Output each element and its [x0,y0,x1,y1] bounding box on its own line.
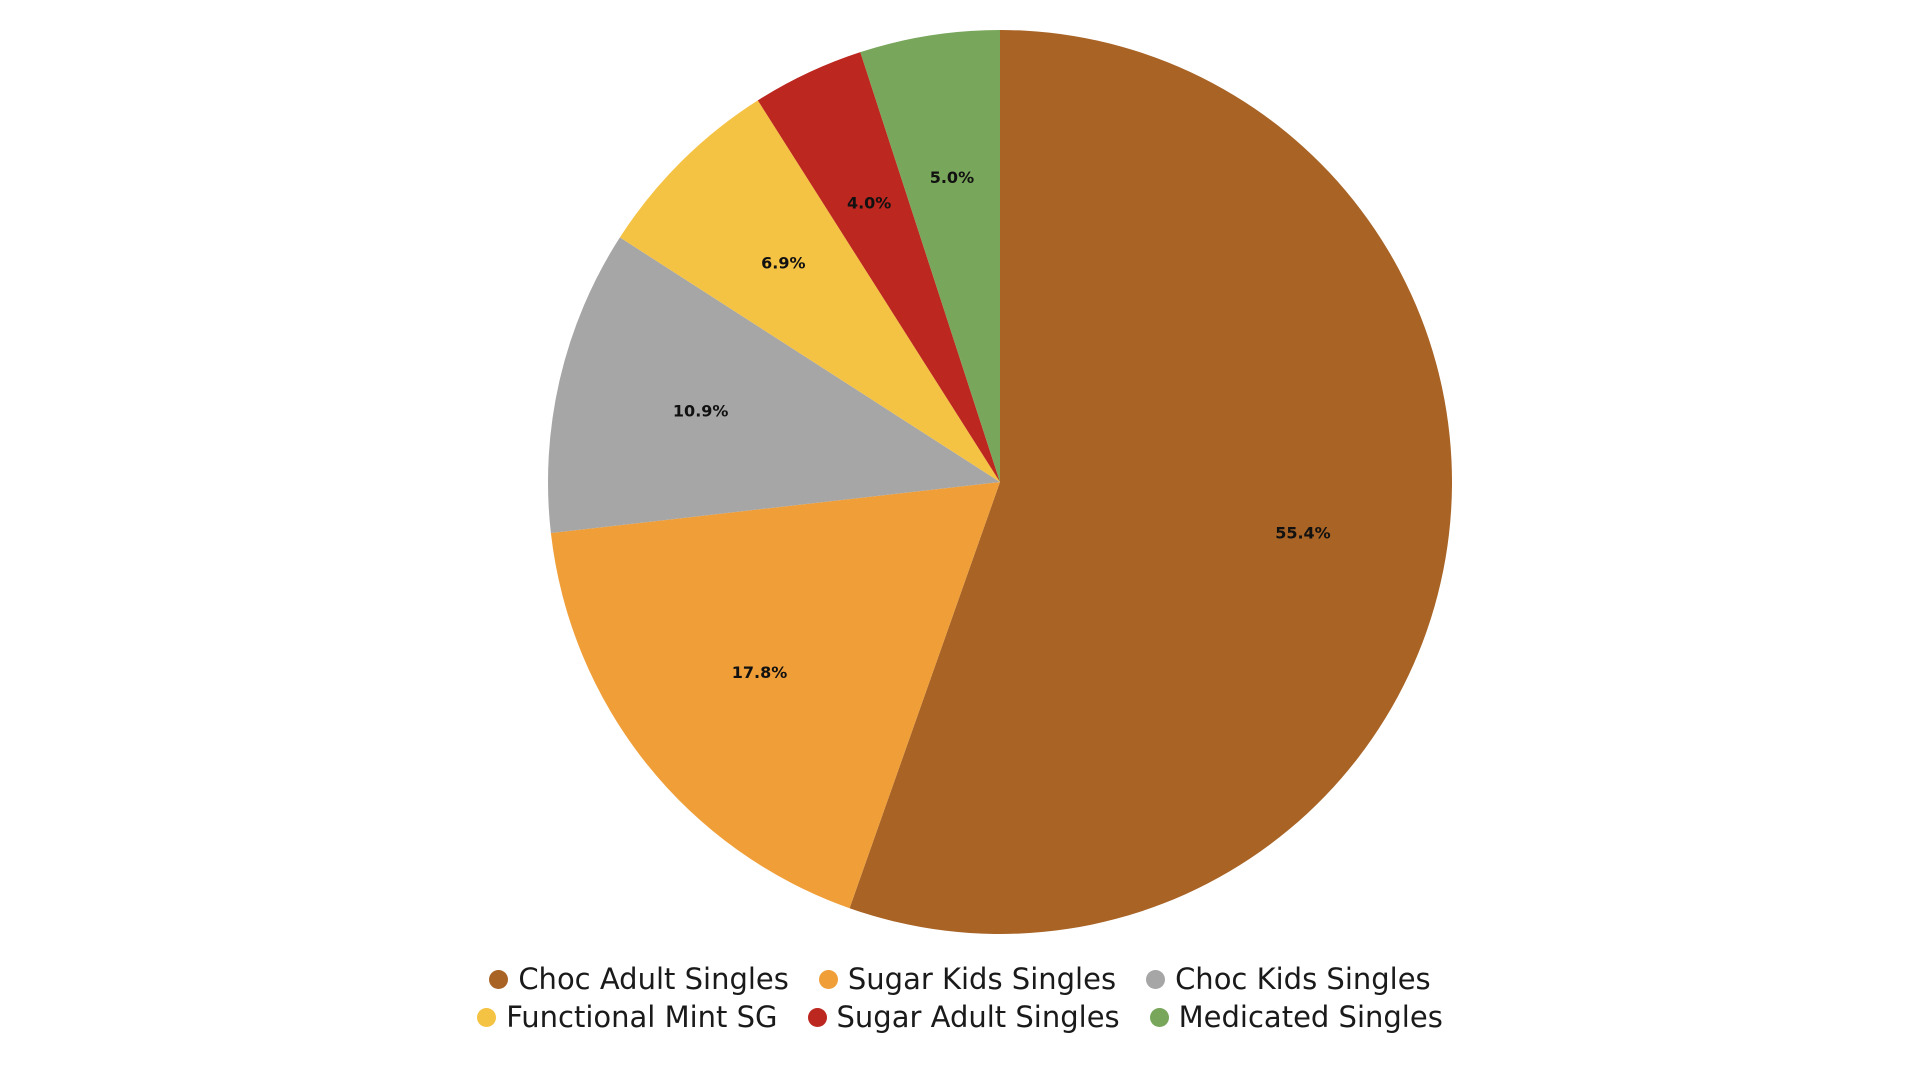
legend-item-choc-kids-singles[interactable]: Choc Kids Singles [1146,962,1431,996]
data-label-sugar-kids-singles: 17.8% [732,663,788,682]
pie-slice-functional-mint-sg [619,100,1000,483]
pie-slice-medicated-singles [860,30,1000,482]
pie-slice-choc-kids-singles [548,237,1000,534]
legend-label: Medicated Singles [1178,1000,1443,1034]
legend-swatch-icon [1146,969,1166,989]
legend: Choc Adult Singles Sugar Kids Singles Choc… [0,962,1920,1034]
data-label-choc-adult-singles: 55.4% [1275,523,1331,542]
legend-item-choc-adult-singles[interactable]: Choc Adult Singles [489,962,789,996]
legend-swatch-icon [818,969,838,989]
pie-data-labels: 55.4% 17.8% 10.9% 6.9% 4.0% 5.0% [673,168,1331,682]
legend-label: Sugar Adult Singles [836,1000,1120,1034]
legend-label: Choc Adult Singles [518,962,789,996]
data-label-choc-kids-singles: 10.9% [673,402,729,421]
legend-swatch-icon [489,969,509,989]
pie-slices [548,30,1452,934]
legend-swatch-icon [807,1007,827,1027]
legend-label: Functional Mint SG [506,1000,778,1034]
data-label-medicated-singles: 5.0% [930,168,974,187]
pie-slice-choc-adult-singles [849,30,1452,934]
legend-item-medicated-singles[interactable]: Medicated Singles [1149,1000,1443,1034]
data-label-sugar-adult-singles: 4.0% [847,193,891,212]
legend-item-functional-mint-sg[interactable]: Functional Mint SG [477,1000,778,1034]
legend-row: Functional Mint SG Sugar Adult Singles Med… [477,1000,1443,1034]
legend-item-sugar-kids-singles[interactable]: Sugar Kids Singles [818,962,1117,996]
legend-swatch-icon [1149,1007,1169,1027]
legend-label: Sugar Kids Singles [847,962,1117,996]
data-label-functional-mint-sg: 6.9% [761,253,805,272]
pie-slice-sugar-kids-singles [550,482,1000,909]
legend-label: Choc Kids Singles [1175,962,1431,996]
legend-swatch-icon [477,1007,497,1027]
legend-item-sugar-adult-singles[interactable]: Sugar Adult Singles [807,1000,1120,1034]
pie-slice-sugar-adult-singles [757,52,1000,482]
legend-row: Choc Adult Singles Sugar Kids Singles Choc… [489,962,1431,996]
